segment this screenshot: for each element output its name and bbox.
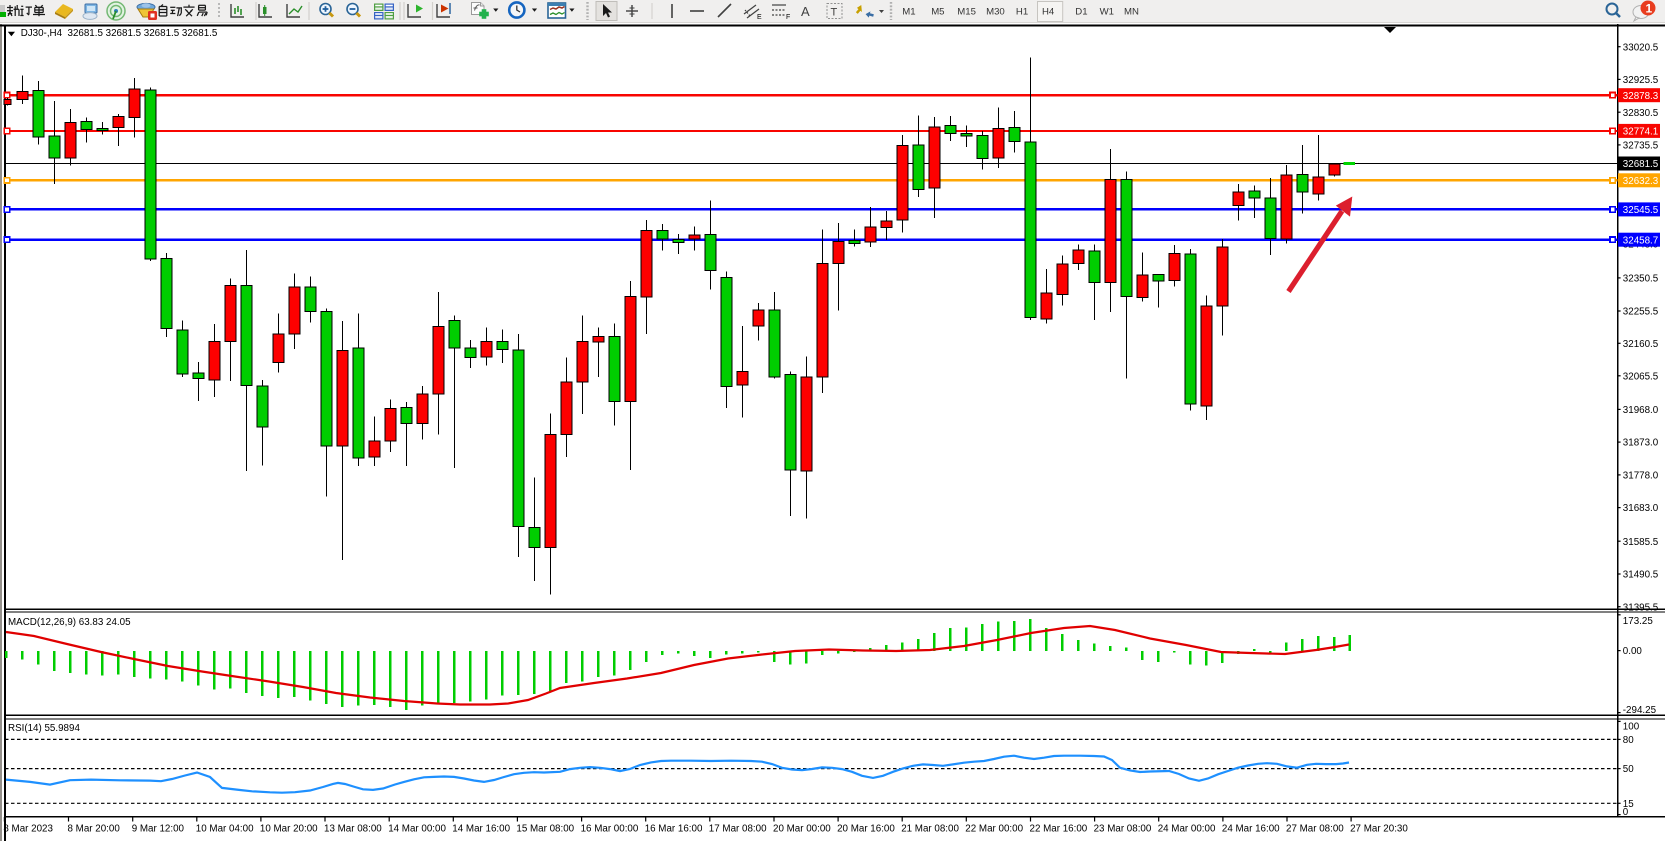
svg-text:32160.5: 32160.5 (1623, 339, 1659, 350)
svg-text:14 Mar 16:00: 14 Mar 16:00 (452, 824, 510, 835)
svg-text:31395.5: 31395.5 (1623, 602, 1659, 613)
svg-text:-294.25: -294.25 (1623, 705, 1657, 716)
svg-text:MACD(12,26,9) 63.83 24.05: MACD(12,26,9) 63.83 24.05 (8, 617, 131, 628)
svg-text:32774.1: 32774.1 (1623, 127, 1658, 138)
svg-text:24 Mar 16:00: 24 Mar 16:00 (1222, 824, 1280, 835)
svg-text:32925.5: 32925.5 (1623, 75, 1659, 86)
svg-text:D1: D1 (1075, 7, 1087, 18)
svg-text:M30: M30 (986, 7, 1005, 18)
svg-text:32735.5: 32735.5 (1623, 141, 1659, 152)
svg-text:10 Mar 04:00: 10 Mar 04:00 (196, 824, 254, 835)
svg-text:33020.5: 33020.5 (1623, 42, 1659, 53)
svg-text:31683.0: 31683.0 (1623, 503, 1659, 514)
svg-text:22 Mar 16:00: 22 Mar 16:00 (1030, 824, 1088, 835)
svg-text:24 Mar 00:00: 24 Mar 00:00 (1158, 824, 1216, 835)
svg-text:0: 0 (1623, 807, 1629, 818)
svg-text:W1: W1 (1100, 7, 1114, 18)
svg-text:50: 50 (1623, 764, 1634, 775)
svg-text:9 Mar 12:00: 9 Mar 12:00 (132, 824, 185, 835)
svg-text:T: T (831, 7, 838, 19)
svg-text:17 Mar 08:00: 17 Mar 08:00 (709, 824, 767, 835)
svg-text:23 Mar 08:00: 23 Mar 08:00 (1094, 824, 1152, 835)
svg-text:32255.5: 32255.5 (1623, 307, 1659, 318)
svg-text:32632.3: 32632.3 (1623, 176, 1659, 187)
svg-text:13 Mar 08:00: 13 Mar 08:00 (324, 824, 382, 835)
svg-text:H1: H1 (1016, 7, 1028, 18)
svg-text:80: 80 (1623, 735, 1634, 746)
svg-text:M1: M1 (902, 7, 915, 18)
svg-text:DJ30-,H4 32681.5 32681.5 3268: DJ30-,H4 32681.5 32681.5 32681.5 32681.5 (21, 28, 218, 39)
svg-text:MN: MN (1124, 7, 1139, 18)
svg-text:20 Mar 00:00: 20 Mar 00:00 (773, 824, 831, 835)
svg-text:32545.5: 32545.5 (1623, 205, 1659, 216)
svg-text:32458.7: 32458.7 (1623, 235, 1658, 246)
svg-text:H4: H4 (1042, 7, 1055, 18)
svg-text:27 Mar 08:00: 27 Mar 08:00 (1286, 824, 1344, 835)
svg-text:M5: M5 (931, 7, 944, 18)
svg-text:E: E (757, 14, 762, 21)
svg-text:10 Mar 20:00: 10 Mar 20:00 (260, 824, 318, 835)
svg-text:0.00: 0.00 (1623, 646, 1643, 657)
svg-text:173.25: 173.25 (1623, 616, 1654, 627)
svg-text:32350.5: 32350.5 (1623, 274, 1659, 285)
svg-text:31778.0: 31778.0 (1623, 471, 1659, 482)
svg-text:15: 15 (1623, 799, 1634, 810)
svg-text:15 Mar 08:00: 15 Mar 08:00 (516, 824, 574, 835)
svg-text:8 Mar 2023: 8 Mar 2023 (3, 824, 53, 835)
svg-text:100: 100 (1623, 722, 1640, 733)
svg-text:22 Mar 00:00: 22 Mar 00:00 (965, 824, 1023, 835)
svg-text:1: 1 (1646, 2, 1653, 16)
svg-text:31490.5: 31490.5 (1623, 570, 1659, 581)
svg-text:32065.5: 32065.5 (1623, 371, 1659, 382)
svg-text:31585.5: 31585.5 (1623, 537, 1659, 548)
svg-text:31968.0: 31968.0 (1623, 405, 1659, 416)
svg-text:RSI(14) 55.9894: RSI(14) 55.9894 (8, 723, 80, 734)
svg-text:32681.5: 32681.5 (1623, 159, 1659, 170)
svg-text:27 Mar 20:30: 27 Mar 20:30 (1350, 824, 1408, 835)
svg-text:32830.5: 32830.5 (1623, 108, 1659, 119)
svg-text:8 Mar 20:00: 8 Mar 20:00 (68, 824, 121, 835)
svg-text:M15: M15 (957, 7, 976, 18)
svg-text:A: A (801, 4, 810, 19)
svg-text:20 Mar 16:00: 20 Mar 16:00 (837, 824, 895, 835)
svg-text:16 Mar 00:00: 16 Mar 00:00 (581, 824, 639, 835)
svg-text:32878.3: 32878.3 (1623, 91, 1659, 102)
svg-text:16 Mar 16:00: 16 Mar 16:00 (645, 824, 703, 835)
svg-text:14 Mar 00:00: 14 Mar 00:00 (388, 824, 446, 835)
svg-text:21 Mar 08:00: 21 Mar 08:00 (901, 824, 959, 835)
svg-text:F: F (786, 14, 790, 21)
svg-text:31873.0: 31873.0 (1623, 438, 1659, 449)
